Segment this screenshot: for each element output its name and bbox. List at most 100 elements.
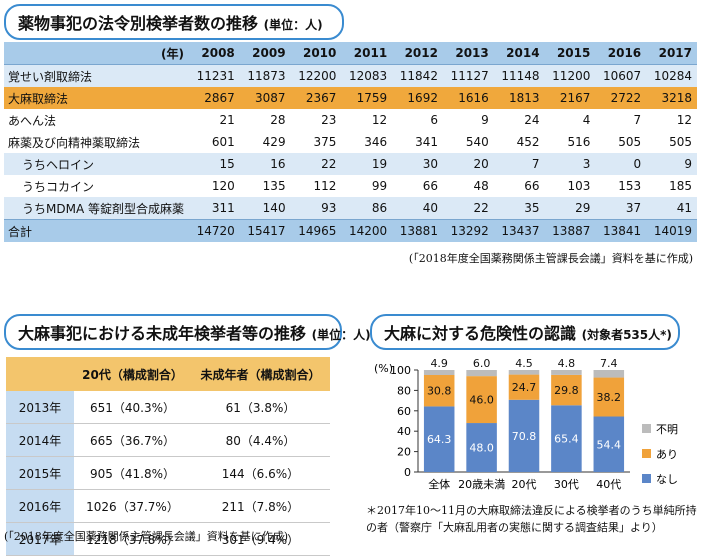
col-minor-header: 未成年者（構成割合） — [190, 357, 330, 391]
legend-label: あり — [656, 448, 678, 461]
year-2010: 2010 — [290, 42, 342, 65]
row-value: 16 — [239, 153, 291, 175]
data-label: 30.8 — [427, 385, 452, 398]
year-cell: 2014年 — [6, 423, 74, 457]
row-label: うちMDMA 等錠剤型合成麻薬 — [4, 197, 189, 220]
x-tick-label: 全体 — [428, 477, 450, 491]
data-label: 4.9 — [430, 358, 448, 370]
legend-swatch — [642, 474, 651, 483]
y-tick-label: 20 — [397, 446, 411, 459]
data-label: 70.8 — [512, 430, 537, 443]
risk-awareness-chart: (%) 0 20 40 60 80 100 64.3 30.8 4.9 全体 48.0 46.0 6.0 2… — [374, 358, 678, 491]
row-label: うちコカイン — [22, 179, 95, 194]
row-value: 11148 — [493, 64, 545, 87]
row-value: 7 — [633, 113, 642, 127]
y-axis-label: (%) — [374, 362, 393, 375]
bar-segment — [423, 370, 455, 375]
legend-label: なし — [656, 473, 678, 486]
bar-segment — [551, 405, 582, 472]
row-value: 13887 — [544, 219, 596, 242]
bar-segment — [423, 374, 455, 407]
data-label: 48.0 — [469, 442, 494, 455]
legend-label: 不明 — [656, 423, 678, 436]
row-value: 1813 — [493, 87, 545, 109]
cannabis-youth-table: 20代（構成割合） 未成年者（構成割合） 2013年 651（40.3%） 61（3.8… — [6, 357, 330, 556]
row-value: 3 — [544, 153, 596, 175]
bar-segment — [466, 370, 497, 377]
row-value: 153 — [618, 179, 642, 193]
row-value: 22 — [442, 197, 494, 220]
row-value: 1759 — [341, 87, 393, 109]
table-row: 大麻取締法 2867 3087 2367 1759 1692 1616 1813 2167 272… — [4, 87, 697, 109]
minor-cell: 80（4.4%） — [190, 423, 330, 457]
data-label: 7.4 — [600, 358, 618, 370]
row-value: 11842 — [392, 64, 443, 87]
legend-swatch — [642, 424, 651, 433]
table-row: うちヘロイン 15 16 22 19 30 20 7 3 0 9 — [4, 153, 697, 175]
row-value: 112 — [313, 179, 337, 193]
row-value: 452 — [516, 135, 540, 149]
row-value: 11127 — [442, 64, 494, 87]
row-value: 3218 — [646, 87, 697, 109]
row-value: 10284 — [646, 64, 697, 87]
bar-segment — [466, 423, 497, 472]
row-label: 麻薬及び向精神薬取締法 — [8, 135, 141, 150]
row-value: 516 — [567, 135, 591, 149]
row-value: 12083 — [341, 64, 393, 87]
row-value: 41 — [646, 197, 697, 220]
row-value: 505 — [669, 135, 692, 149]
section3-note: ＊2017年10～11月の大麻取締法違反による検挙者のうち単純所持の者（警察庁「… — [366, 504, 697, 534]
row-label: 覚せい剤取締法 — [4, 64, 189, 87]
row-label: あへん法 — [8, 113, 57, 128]
section2-source: (「2018年度全国薬務関係主管課長会議」資料を基に作成) — [4, 530, 289, 543]
row-label: うちヘロイン — [4, 153, 189, 175]
row-value: 93 — [290, 197, 342, 220]
data-label: 29.8 — [554, 384, 579, 397]
data-label: 46.0 — [469, 394, 494, 407]
year-2017: 2017 — [646, 42, 697, 65]
y-tick-label: 0 — [404, 466, 411, 479]
section2-title: 大麻事犯における未成年検挙者等の推移 (単位：人) — [4, 314, 371, 350]
bar-segment — [508, 370, 540, 375]
row-value: 7 — [493, 153, 545, 175]
row-value: 103 — [567, 179, 591, 193]
section1-unit: (単位：人) — [263, 18, 323, 32]
row-value: 9 — [481, 113, 489, 127]
section1-title-text: 薬物事犯の法令別検挙者数の推移 — [18, 14, 259, 33]
row-value: 13437 — [493, 219, 545, 242]
row-value: 14200 — [341, 219, 393, 242]
row-value: 15 — [188, 153, 240, 175]
table-row: 2014年 665（36.7%） 80（4.4%） — [6, 423, 330, 457]
row-value: 4 — [582, 113, 591, 127]
data-label: 54.4 — [597, 438, 622, 451]
row-value: 40 — [392, 197, 443, 220]
row-value: 12200 — [290, 64, 342, 87]
row-value: 311 — [188, 197, 240, 220]
minor-cell: 61（3.8%） — [190, 391, 330, 424]
row-value: 9 — [646, 153, 697, 175]
row-value: 12 — [676, 113, 692, 127]
table-row: 2015年 905（41.8%） 144（6.6%） — [6, 456, 330, 490]
table-row: うちMDMA 等錠剤型合成麻薬 311 140 93 86 40 22 35 29 37 41 — [4, 197, 697, 220]
bar-segment — [423, 406, 455, 472]
drug-arrests-table: (年) 2008 2009 2010 2011 2012 2013 2014 2015 2016 2… — [4, 42, 697, 242]
row-value: 6 — [430, 113, 438, 127]
row-value: 23 — [321, 113, 337, 127]
bar-segment — [508, 399, 540, 472]
section2-unit: (単位：人) — [311, 328, 371, 342]
row-value: 15417 — [239, 219, 291, 242]
section3-subtitle: (対象者535人*) — [581, 328, 672, 342]
year-cell: 2016年 — [6, 489, 74, 523]
row-value: 120 — [211, 179, 235, 193]
row-value: 505 — [618, 135, 642, 149]
row-value: 35 — [493, 197, 545, 220]
twenties-cell: 651（40.3%） — [74, 391, 191, 424]
section3-title-text: 大麻に対する危険性の認識 — [384, 324, 577, 343]
section3-title: 大麻に対する危険性の認識 (対象者535人*) — [370, 314, 680, 350]
bar-segment — [551, 370, 582, 375]
table-row: 2013年 651（40.3%） 61（3.8%） — [6, 391, 330, 424]
bar-segment — [551, 374, 582, 406]
x-tick-label: 40代 — [596, 478, 621, 491]
row-value: 14965 — [290, 219, 342, 242]
row-value: 13292 — [442, 219, 494, 242]
